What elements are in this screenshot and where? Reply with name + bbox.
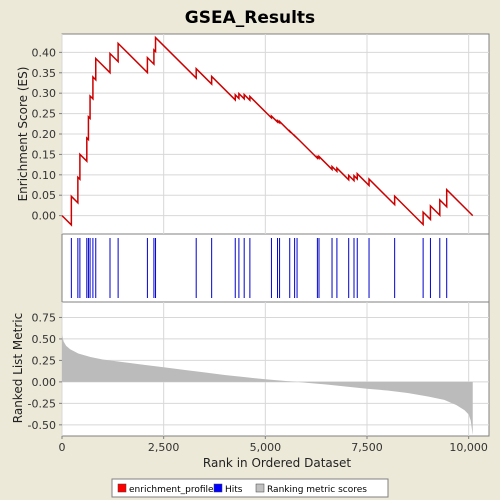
legend-box bbox=[111, 478, 389, 498]
enrichment-grid bbox=[61, 34, 489, 234]
enrichment-y-tick-label: 0.25 bbox=[32, 108, 57, 121]
legend-label: Ranking metric scores bbox=[267, 485, 367, 495]
legend-label: Hits bbox=[225, 485, 243, 495]
enrichment-y-tick-label: 0.15 bbox=[32, 148, 57, 161]
enrichment-y-tick-label: 0.10 bbox=[32, 169, 57, 182]
ranked-metric-y-tick-label: 0.00 bbox=[32, 376, 57, 389]
x-tick-label: 0 bbox=[59, 441, 66, 454]
enrichment-y-tick-label: 0.20 bbox=[32, 128, 57, 141]
x-tick-label: 2,500 bbox=[148, 441, 180, 454]
ranked-metric-y-tick-label: 0.50 bbox=[32, 333, 57, 346]
legend-swatch bbox=[213, 483, 223, 493]
ranked-metric-y-tick-label: 0.25 bbox=[32, 354, 57, 367]
enrichment-profile-line bbox=[61, 35, 474, 227]
enrichment-y-tick-label: 0.30 bbox=[32, 87, 57, 100]
x-tick-label: 10,000 bbox=[449, 441, 488, 454]
x-tick-label: 7,500 bbox=[351, 441, 383, 454]
legend-swatch bbox=[255, 483, 265, 493]
enrichment-y-axis-label: Enrichment Score (ES) bbox=[16, 67, 30, 202]
enrichment-profile-series bbox=[61, 35, 474, 227]
ranked-metric-y-axis: -0.50 -0.25 0.00 0.25 0.50 0.75 bbox=[28, 311, 62, 432]
hits-plot-area bbox=[61, 233, 490, 303]
x-axis: 0 2,500 5,000 7,500 10,000 bbox=[59, 436, 488, 454]
chart-title: GSEA_Results bbox=[185, 8, 315, 28]
enrichment-y-tick-label: 0.35 bbox=[32, 67, 57, 80]
enrichment-y-tick-label: 0.00 bbox=[32, 210, 57, 223]
legend-swatch bbox=[117, 483, 127, 493]
enrichment-y-axis: 0.00 0.05 0.10 0.15 0.20 0.25 0.30 0.35 0.40 bbox=[32, 46, 62, 223]
ranked-metric-y-tick-label: -0.50 bbox=[28, 419, 56, 432]
ranked-metric-series bbox=[62, 334, 473, 436]
hits-series bbox=[70, 238, 448, 298]
legend-label: enrichment_profile bbox=[129, 485, 214, 495]
enrichment-y-tick-label: 0.05 bbox=[32, 189, 57, 202]
ranked-metric-y-tick-label: 0.75 bbox=[32, 311, 57, 324]
x-tick-label: 5,000 bbox=[250, 441, 282, 454]
ranked-metric-y-axis-label: Ranked List Metric bbox=[11, 313, 25, 423]
enrichment-y-tick-label: 0.40 bbox=[32, 46, 57, 59]
ranked-metric-y-tick-label: -0.25 bbox=[28, 397, 56, 410]
x-axis-label: Rank in Ordered Dataset bbox=[203, 456, 351, 470]
ranked-metric-area bbox=[62, 334, 473, 436]
legend: enrichment_profile Hits Ranking metric sco… bbox=[111, 478, 389, 498]
